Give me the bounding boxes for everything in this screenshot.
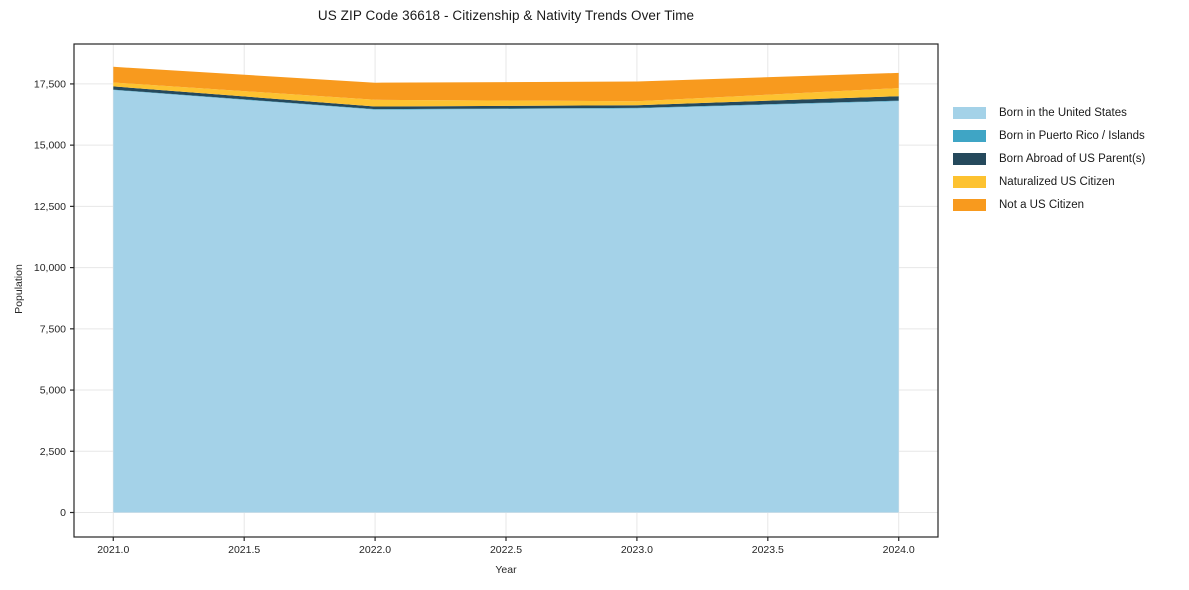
legend-swatch-born-us (953, 106, 986, 119)
y-tick-label: 2,500 (40, 446, 66, 458)
x-tick-label: 2022.5 (490, 544, 522, 556)
y-tick-label: 15,000 (34, 140, 66, 152)
x-tick-label: 2021.5 (228, 544, 260, 556)
legend-label: Born Abroad of US Parent(s) (999, 152, 1146, 165)
area-series-4 (113, 66, 899, 102)
area-series-3 (113, 82, 899, 107)
x-axis-label: Year (495, 564, 517, 576)
legend-swatch-born-pr (953, 129, 986, 142)
y-tick-label: 7,500 (40, 323, 66, 335)
legend-item: Not a US Citizen (953, 193, 1145, 216)
x-tick-label: 2022.0 (359, 544, 391, 556)
y-axis-label: Population (13, 264, 25, 314)
legend-item: Born in Puerto Rico / Islands (953, 124, 1145, 147)
legend-swatch-not-citizen (953, 198, 986, 211)
legend-item: Naturalized US Citizen (953, 170, 1145, 193)
area-series-2 (113, 86, 899, 110)
legend-item: Born Abroad of US Parent(s) (953, 147, 1145, 170)
legend-swatch-born-abroad (953, 152, 986, 165)
y-tick-label: 17,500 (34, 78, 66, 90)
legend-label: Naturalized US Citizen (999, 175, 1115, 188)
area-series-1 (113, 89, 899, 110)
legend-item: Born in the United States (953, 101, 1145, 124)
legend-label: Born in the United States (999, 106, 1127, 119)
x-tick-label: 2023.0 (621, 544, 653, 556)
area-series-0 (113, 90, 899, 513)
x-tick-label: 2021.0 (97, 544, 129, 556)
legend-label: Not a US Citizen (999, 198, 1085, 211)
y-tick-label: 5,000 (40, 385, 66, 397)
y-tick-label: 0 (60, 507, 66, 519)
chart-title: US ZIP Code 36618 - Citizenship & Nativi… (317, 8, 695, 23)
x-tick-label: 2023.5 (752, 544, 784, 556)
x-tick-label: 2024.0 (883, 544, 915, 556)
legend: Born in the United States Born in Puerto… (953, 101, 1145, 216)
y-tick-label: 12,500 (34, 201, 66, 213)
y-tick-label: 10,000 (34, 262, 66, 274)
legend-label: Born in Puerto Rico / Islands (999, 129, 1145, 142)
legend-swatch-naturalized (953, 175, 986, 188)
